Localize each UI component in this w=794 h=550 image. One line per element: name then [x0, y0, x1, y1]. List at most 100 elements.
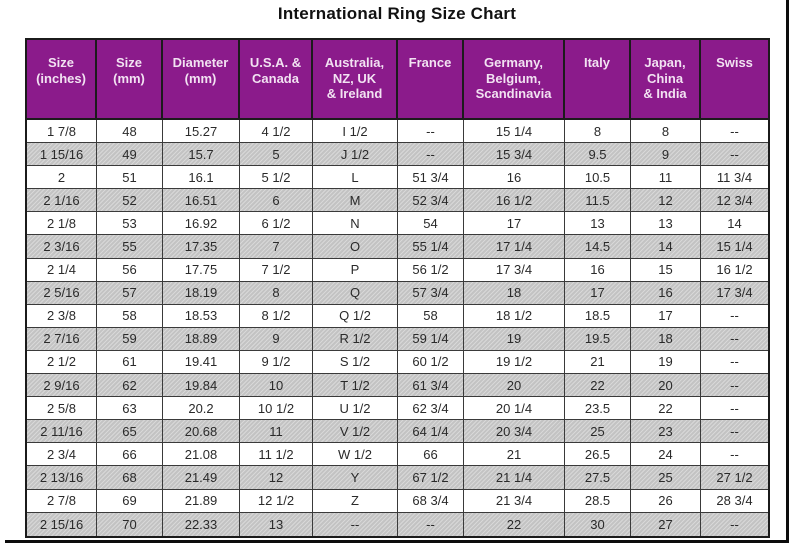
- table-cell: 12: [240, 466, 313, 490]
- table-cell: --: [313, 512, 398, 536]
- table-cell: --: [701, 512, 768, 536]
- table-cell: 53: [97, 212, 163, 236]
- table-cell: W 1/2: [313, 443, 398, 467]
- table-cell: 2 15/16: [27, 512, 97, 536]
- table-cell: 5 1/2: [240, 166, 313, 190]
- table-cell: 26.5: [565, 443, 631, 467]
- table-cell: 20.68: [163, 420, 240, 444]
- table-cell: 6 1/2: [240, 212, 313, 236]
- table-cell: --: [701, 143, 768, 167]
- table-cell: 70: [97, 512, 163, 536]
- table-row: 2 1/16 52 16.51 6 M 52 3/4 16 1/2 11.5 12 12 3/4: [27, 189, 768, 213]
- table-cell: 15 1/4: [701, 235, 768, 259]
- table-cell: 68: [97, 466, 163, 490]
- table-cell: 20 1/4: [464, 397, 565, 421]
- table-cell: 17: [464, 212, 565, 236]
- table-cell: 57 3/4: [398, 281, 464, 305]
- table-cell: 8: [240, 281, 313, 305]
- table-cell: 49: [97, 143, 163, 167]
- table-cell: 12 1/2: [240, 489, 313, 513]
- table-cell: 54: [398, 212, 464, 236]
- table-cell: 15.27: [163, 120, 240, 144]
- table-cell: 23.5: [565, 397, 631, 421]
- table-cell: 13: [631, 212, 701, 236]
- table-cell: 15 3/4: [464, 143, 565, 167]
- table-cell: --: [701, 374, 768, 398]
- table-cell: 62 3/4: [398, 397, 464, 421]
- table-row: 2 9/16 62 19.84 10 T 1/2 61 3/4 20 22 20 --: [27, 374, 768, 398]
- table-cell: 2 1/8: [27, 212, 97, 236]
- table-cell: 21: [565, 350, 631, 375]
- table-row: 2 15/16 70 22.33 13 -- -- 22 30 27 --: [27, 512, 768, 536]
- table-cell: 58: [97, 304, 163, 328]
- table-cell: 9: [631, 143, 701, 167]
- table-cell: 61: [97, 350, 163, 375]
- table-cell: L: [313, 166, 398, 190]
- table-cell: T 1/2: [313, 374, 398, 398]
- table-cell: 11 1/2: [240, 443, 313, 467]
- table-cell: 17: [565, 281, 631, 305]
- table-cell: 17 3/4: [701, 281, 768, 305]
- table-cell: --: [398, 120, 464, 144]
- table-cell: --: [701, 327, 768, 351]
- table-cell: 19.5: [565, 327, 631, 351]
- table-cell: 10.5: [565, 166, 631, 190]
- table-cell: 2 1/2: [27, 350, 97, 375]
- table-cell: 19: [631, 350, 701, 375]
- frame-right-border: [786, 0, 789, 543]
- table-cell: 59 1/4: [398, 327, 464, 351]
- table-cell: 1 7/8: [27, 120, 97, 144]
- table-row: 2 1/8 53 16.92 6 1/2 N 54 17 13 13 14: [27, 212, 768, 236]
- table-cell: 8: [631, 120, 701, 144]
- table-cell: 8: [565, 120, 631, 144]
- table-cell: 17.75: [163, 258, 240, 282]
- table-cell: 11: [240, 420, 313, 444]
- table-cell: 21.49: [163, 466, 240, 490]
- ring-size-table: Size (inches) Size (mm) Diameter (mm) U.S.A…: [25, 38, 770, 538]
- table-cell: 15: [631, 258, 701, 282]
- table-cell: 63: [97, 397, 163, 421]
- table-cell: 27: [631, 512, 701, 536]
- table-cell: 2 3/4: [27, 443, 97, 467]
- table-cell: 52: [97, 189, 163, 213]
- table-row: 2 1/4 56 17.75 7 1/2 P 56 1/2 17 3/4 16 15 16 1/2: [27, 258, 768, 282]
- table-cell: 22: [565, 374, 631, 398]
- table-cell: 10 1/2: [240, 397, 313, 421]
- table-header-row: Size (inches) Size (mm) Diameter (mm) U.S.A…: [27, 40, 768, 120]
- table-cell: --: [701, 443, 768, 467]
- table-cell: 21.89: [163, 489, 240, 513]
- column-header: Germany, Belgium, Scandinavia: [464, 40, 565, 120]
- table-cell: 52 3/4: [398, 189, 464, 213]
- frame-bottom-border: [5, 540, 789, 543]
- table-cell: 7 1/2: [240, 258, 313, 282]
- table-cell: 16: [631, 281, 701, 305]
- table-row: 2 1/2 61 19.41 9 1/2 S 1/2 60 1/2 19 1/2 21 19 --: [27, 350, 768, 375]
- table-cell: Y: [313, 466, 398, 490]
- table-cell: 7: [240, 235, 313, 259]
- table-cell: --: [398, 143, 464, 167]
- table-cell: Q 1/2: [313, 304, 398, 328]
- table-cell: J 1/2: [313, 143, 398, 167]
- table-cell: 51 3/4: [398, 166, 464, 190]
- table-cell: 62: [97, 374, 163, 398]
- table-cell: 2 13/16: [27, 466, 97, 490]
- table-cell: I 1/2: [313, 120, 398, 144]
- table-cell: 13: [565, 212, 631, 236]
- table-cell: 2 1/16: [27, 189, 97, 213]
- table-cell: 4 1/2: [240, 120, 313, 144]
- table-cell: 19: [464, 327, 565, 351]
- table-cell: 11 3/4: [701, 166, 768, 190]
- table-cell: 57: [97, 281, 163, 305]
- table-row: 2 11/16 65 20.68 11 V 1/2 64 1/4 20 3/4 25 23 --: [27, 420, 768, 444]
- table-cell: 17.35: [163, 235, 240, 259]
- table-cell: 17 3/4: [464, 258, 565, 282]
- table-row: 2 3/8 58 18.53 8 1/2 Q 1/2 58 18 1/2 18.5 17 --: [27, 304, 768, 328]
- column-header: Diameter (mm): [163, 40, 240, 120]
- table-row: 1 15/16 49 15.7 5 J 1/2 -- 15 3/4 9.5 9 --: [27, 143, 768, 167]
- table-cell: 19.84: [163, 374, 240, 398]
- table-cell: 14.5: [565, 235, 631, 259]
- table-cell: O: [313, 235, 398, 259]
- column-header: France: [398, 40, 464, 120]
- table-cell: 22.33: [163, 512, 240, 536]
